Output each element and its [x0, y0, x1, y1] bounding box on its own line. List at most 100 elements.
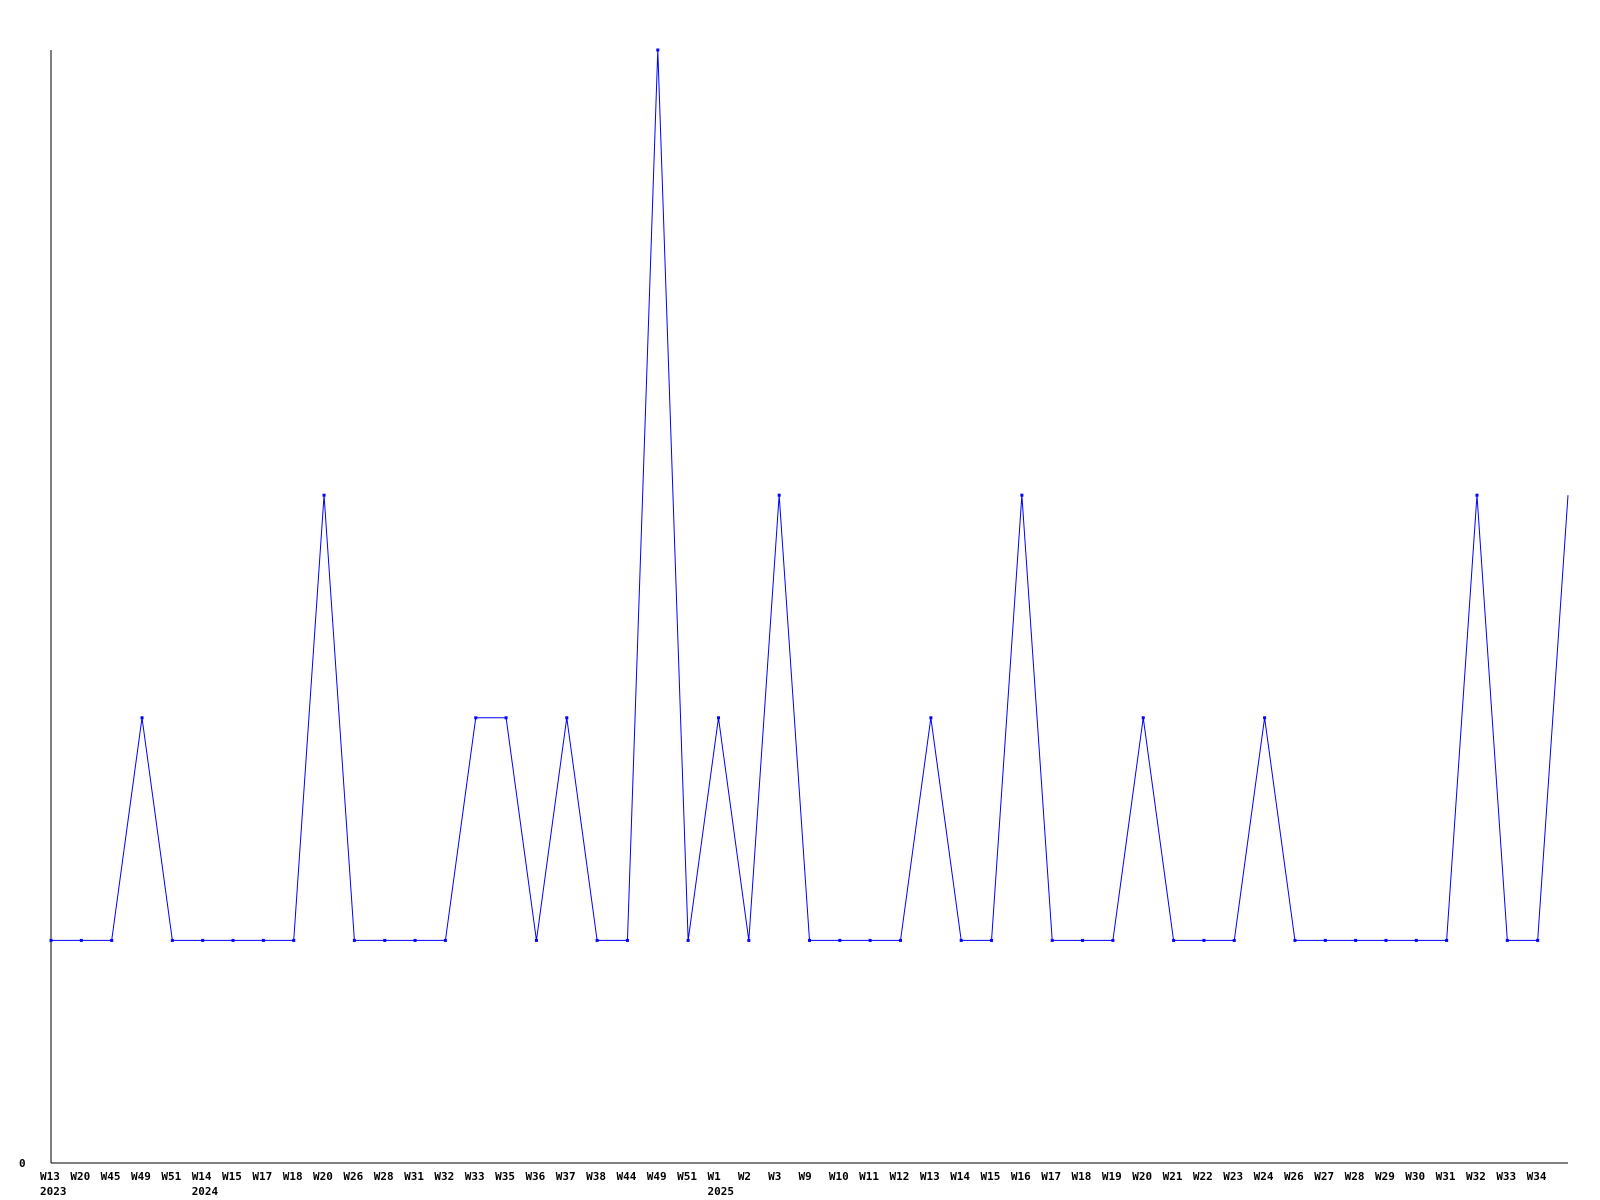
x-tick-label: W45	[101, 1170, 121, 1183]
x-tick-label: W10	[829, 1170, 849, 1183]
x-tick-label: W44	[616, 1170, 636, 1183]
data-point	[1475, 493, 1479, 497]
x-tick-label: W27	[1314, 1170, 1334, 1183]
data-point	[79, 938, 83, 942]
data-point	[899, 938, 903, 942]
data-point	[474, 716, 478, 720]
data-point	[808, 938, 811, 942]
x-tick-label: W9	[799, 1170, 812, 1183]
x-tick-label: W34	[1527, 1170, 1547, 1183]
data-point	[1414, 938, 1418, 942]
data-point	[716, 716, 720, 720]
x-tick-label: W32	[1466, 1170, 1486, 1183]
x-tick-label: W26	[1284, 1170, 1304, 1183]
data-point	[1293, 938, 1297, 942]
data-point	[170, 938, 174, 942]
x-tick-label: W2	[738, 1170, 751, 1183]
data-point	[990, 938, 994, 942]
data-point	[1505, 938, 1509, 942]
data-point	[868, 938, 872, 942]
x-tick-label: W33	[1496, 1170, 1516, 1183]
x-tick-label: W14	[192, 1170, 212, 1183]
x-tick-label: W17	[1041, 1170, 1061, 1183]
data-point	[1445, 938, 1449, 942]
data-point	[292, 938, 296, 942]
data-point	[1354, 938, 1358, 942]
data-point	[201, 938, 205, 942]
data-point	[140, 716, 144, 720]
x-tick-label: W31	[404, 1170, 424, 1183]
x-tick-label: W11	[859, 1170, 879, 1183]
x-tick-label: W37	[556, 1170, 576, 1183]
x-tick-label: W29	[1375, 1170, 1395, 1183]
data-point	[1232, 938, 1236, 942]
x-tick-label: W17	[252, 1170, 272, 1183]
data-point	[1081, 938, 1085, 942]
data-point	[686, 938, 690, 942]
x-tick-label: W18	[283, 1170, 303, 1183]
x-tick-label: W38	[586, 1170, 606, 1183]
x-tick-label: W20	[70, 1170, 90, 1183]
data-point	[1020, 493, 1024, 497]
x-tick-label: W36	[525, 1170, 545, 1183]
x-tick-label: W23	[1223, 1170, 1243, 1183]
x-tick-label: W21	[1163, 1170, 1183, 1183]
data-point	[231, 938, 235, 942]
x-tick-label: W26	[343, 1170, 363, 1183]
data-point	[1536, 938, 1540, 942]
x-tick-label: W35	[495, 1170, 515, 1183]
data-point	[1263, 716, 1267, 720]
x-tick-label: W20	[313, 1170, 333, 1183]
x-tick-label: W51	[677, 1170, 697, 1183]
data-point	[565, 716, 569, 720]
year-label: 2025	[707, 1185, 734, 1198]
x-tick-label: W15	[222, 1170, 242, 1183]
data-point	[413, 938, 417, 942]
x-tick-label: W30	[1405, 1170, 1425, 1183]
x-tick-label: W13	[920, 1170, 940, 1183]
data-point	[110, 938, 114, 942]
x-tick-label: W15	[981, 1170, 1001, 1183]
data-point	[504, 716, 508, 720]
x-tick-label: W31	[1436, 1170, 1456, 1183]
x-tick-label: W12	[890, 1170, 910, 1183]
x-tick-label: W14	[950, 1170, 970, 1183]
series-line	[51, 49, 1569, 941]
x-tick-label: W32	[434, 1170, 454, 1183]
x-tick-label: W13	[40, 1170, 60, 1183]
x-tick-label: W20	[1132, 1170, 1152, 1183]
data-point	[595, 938, 599, 942]
data-point	[1141, 716, 1145, 720]
data-point	[747, 938, 751, 942]
data-point	[656, 48, 660, 52]
data-point	[1172, 938, 1176, 942]
data-point	[777, 493, 781, 497]
data-point	[261, 938, 265, 942]
x-tick-label: W51	[161, 1170, 181, 1183]
data-point	[959, 938, 963, 942]
x-tick-label: W16	[1011, 1170, 1031, 1183]
year-label: 2024	[192, 1185, 219, 1198]
x-tick-label: W18	[1072, 1170, 1092, 1183]
x-tick-label: W22	[1193, 1170, 1213, 1183]
x-tick-label: W1	[707, 1170, 721, 1183]
x-tick-label: W49	[131, 1170, 151, 1183]
year-label: 2023	[40, 1185, 67, 1198]
data-point	[838, 938, 842, 942]
data-point	[443, 938, 447, 942]
x-tick-label: W28	[374, 1170, 394, 1183]
data-point	[1323, 938, 1327, 942]
data-point	[534, 938, 538, 942]
x-tick-label: W3	[768, 1170, 781, 1183]
data-point	[352, 938, 356, 942]
x-tick-label: W24	[1254, 1170, 1274, 1183]
data-point	[625, 938, 629, 942]
y-tick-label: 0	[19, 1157, 26, 1170]
data-point	[1202, 938, 1206, 942]
x-tick-label: W19	[1102, 1170, 1122, 1183]
data-point	[1384, 938, 1388, 942]
data-point	[49, 938, 53, 942]
data-point	[1111, 938, 1115, 942]
x-tick-label: W28	[1345, 1170, 1365, 1183]
